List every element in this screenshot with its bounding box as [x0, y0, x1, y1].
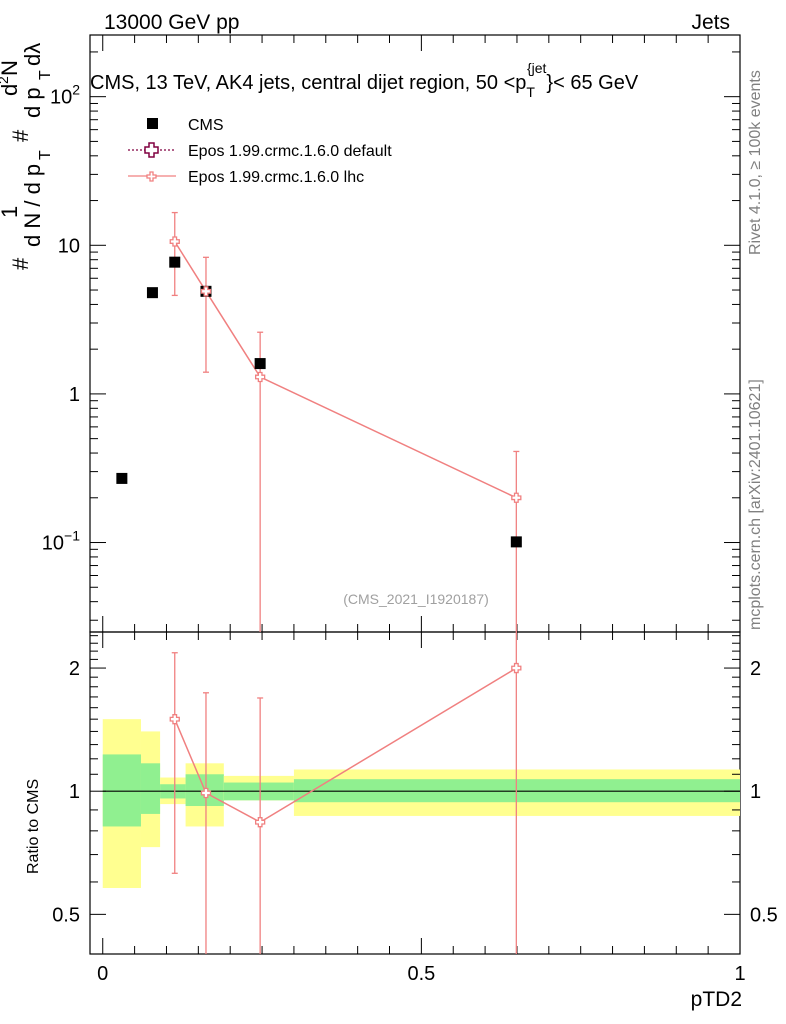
ratio-band-inner-0 — [102, 754, 141, 827]
ylabel-dlambda: dλ — [20, 43, 45, 66]
legend-cms-label: CMS — [188, 117, 224, 134]
x-axis-label: pTD2 — [691, 988, 742, 1011]
ylabel-two: 2 — [0, 76, 11, 84]
ratio-lhc-point — [200, 787, 212, 799]
cms-point — [116, 472, 128, 484]
legend-lhc-marker — [146, 171, 157, 182]
lower-axis-ticks: 0.5 0.5 1 1 2 2 — [52, 635, 778, 955]
x-tick-label-0: 0 — [97, 963, 108, 985]
lower-tick-label-right-2: 2 — [750, 658, 761, 680]
title-sub: T — [526, 84, 535, 100]
lower-tick-label-right-0: 0.5 — [750, 904, 778, 926]
upper-tick-label-0: 10−1 — [42, 528, 80, 555]
ratio-lhc-point — [254, 817, 266, 828]
lower-tick-label-left-1: 1 — [69, 781, 80, 803]
legend-lhc-label: Epos 1.99.crmc.1.6.0 lhc — [188, 169, 364, 186]
lower-data-layer — [169, 632, 522, 954]
epos-lhc-point — [169, 236, 180, 247]
epos-lhc-point — [254, 371, 266, 383]
lower-tick-label-left-0: 0.5 — [52, 904, 80, 926]
epos-lhc-point — [200, 286, 212, 297]
cms-point — [146, 287, 158, 299]
cms-point — [510, 536, 522, 548]
ylabel-hash-2: # — [8, 129, 33, 142]
x-tick-label-2: 1 — [734, 963, 745, 985]
cms-point — [254, 358, 266, 370]
ylabel-n: N — [0, 60, 22, 76]
x-tick-label-1: 0.5 — [407, 963, 435, 985]
upper-tick-label-2: 10 — [58, 235, 80, 257]
upper-tick-label-1: 1 — [69, 384, 80, 406]
ylabel-dpt: d p — [20, 87, 45, 118]
ratio-lhc-line — [174, 667, 517, 824]
mcplots-label: mcplots.cern.ch [arXiv:2401.10621] — [747, 379, 764, 630]
lower-tick-label-left-2: 2 — [69, 658, 80, 680]
ylabel-t-sub-2: T — [37, 70, 54, 80]
epos-lhc-line — [174, 241, 517, 499]
cms-point — [169, 256, 181, 268]
legend-default-marker — [144, 142, 159, 158]
ylabel-t-sub-1: T — [37, 150, 54, 160]
ratio-lhc-point — [511, 662, 522, 674]
ratio-band-inner-1 — [140, 763, 161, 814]
title-suffix: }< 65 GeV — [546, 72, 638, 94]
ratio-bands — [102, 719, 740, 888]
rivet-label: Rivet 4.1.0, ≥ 100k events — [747, 70, 764, 255]
ylabel-d: d — [0, 84, 22, 96]
header-right: Jets — [691, 11, 730, 34]
upper-ylabel: # 1 d N / d p T # d 2 N d p T dλ — [0, 43, 54, 270]
ylabel-hash-1: # — [8, 257, 33, 270]
lower-ylabel: Ratio to CMS — [25, 779, 42, 874]
upper-data-layer — [116, 211, 522, 632]
lower-tick-label-right-1: 1 — [750, 781, 761, 803]
header-left: 13000 GeV pp — [104, 11, 239, 34]
legend: CMS Epos 1.99.crmc.1.6.0 default Epos 1.… — [128, 117, 392, 186]
x-axis-ticks: 0 0.5 1 — [97, 35, 746, 985]
title-sup: {jet — [527, 60, 547, 76]
title-prefix: CMS, 13 TeV, AK4 jets, central dijet reg… — [90, 72, 526, 94]
chart-title: CMS, 13 TeV, AK4 jets, central dijet reg… — [90, 60, 639, 100]
legend-cms-marker — [147, 118, 158, 129]
legend-default-label: Epos 1.99.crmc.1.6.0 default — [188, 143, 392, 160]
ratio-lhc-point — [169, 714, 180, 725]
ylabel-one: 1 — [0, 206, 22, 218]
analysis-watermark: (CMS_2021_I1920187) — [343, 591, 489, 607]
upper-axis-ticks: 10−1 1 10 102 — [42, 51, 740, 621]
epos-lhc-point — [511, 492, 522, 503]
upper-tick-label-3: 102 — [50, 82, 80, 109]
ylabel-dn-dpt: d N / d p — [20, 164, 45, 247]
